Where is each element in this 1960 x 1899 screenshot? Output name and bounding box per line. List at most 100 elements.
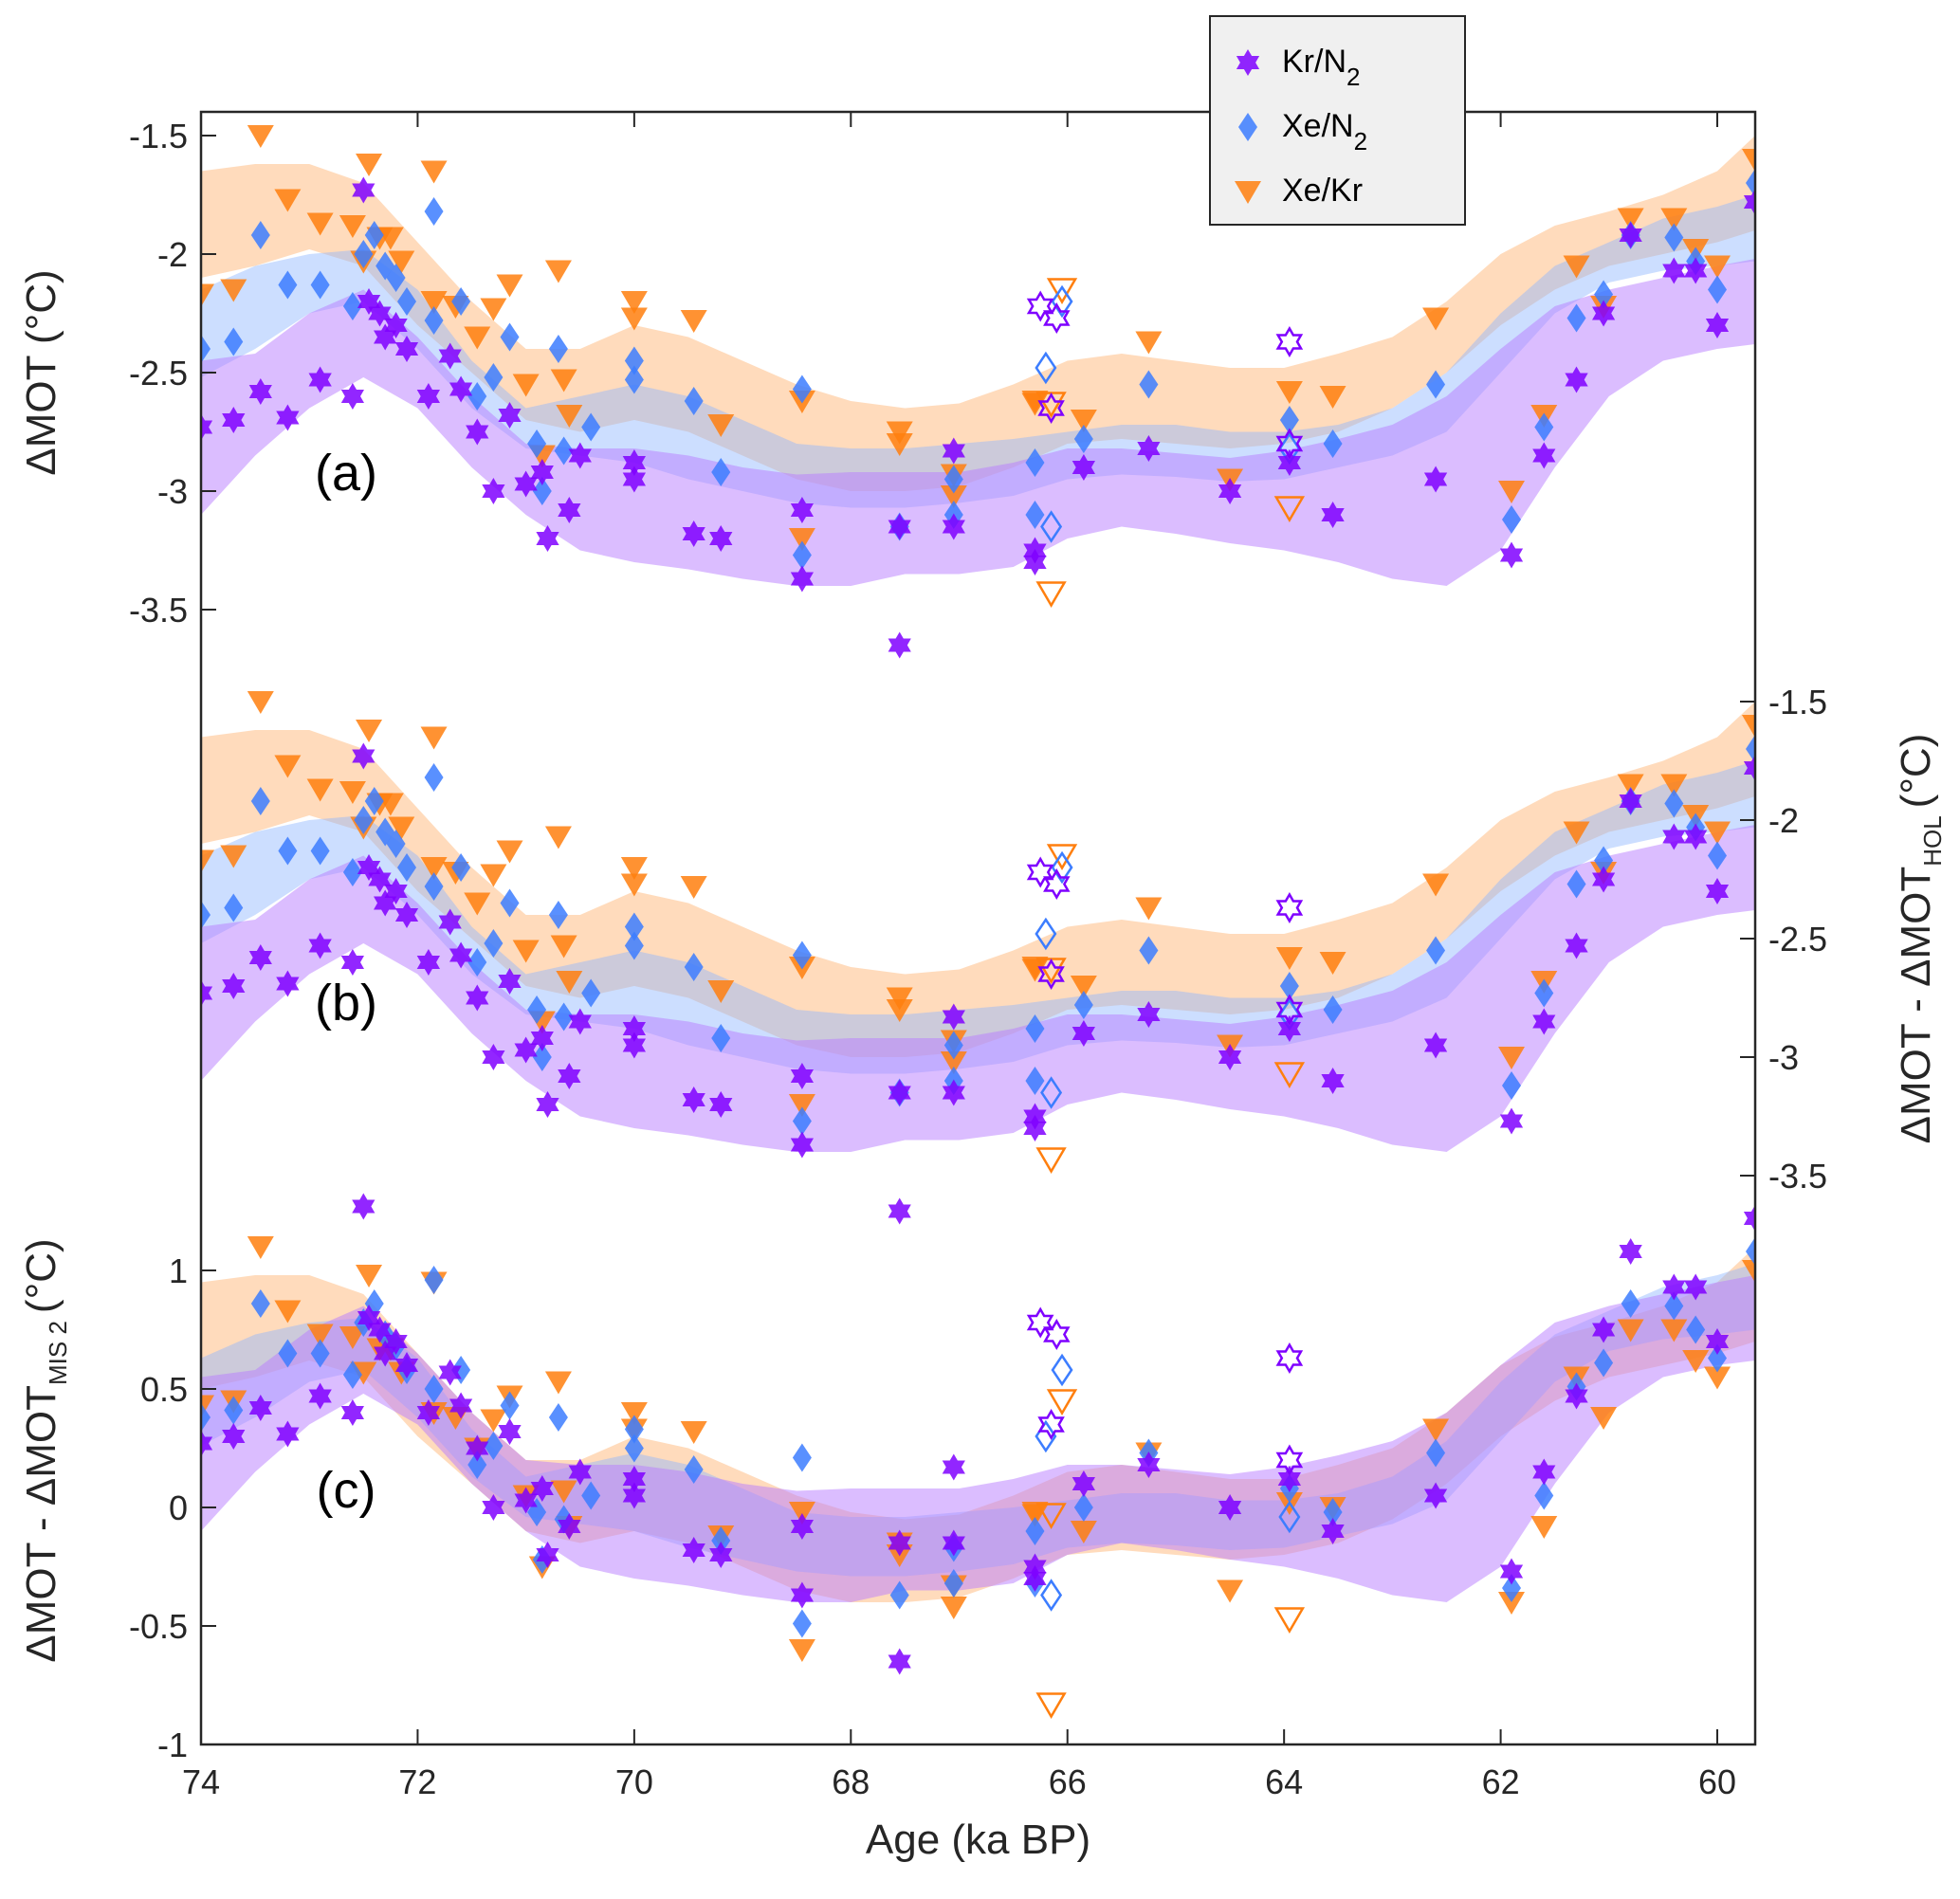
point-xe-a [1323,429,1343,458]
point-xekr-b [1617,774,1644,797]
point-xekr-c [339,1326,366,1349]
point-xe-c [1594,1348,1614,1378]
point-xe-a [424,197,444,226]
point-xe-b [451,853,471,882]
x-tick-label: 62 [1482,1762,1520,1801]
point-xe-a [1664,223,1684,252]
x-tick-label: 74 [182,1762,220,1801]
point-kr-b [558,1063,581,1089]
point-xe-a [581,412,601,442]
band-xekr-b [201,702,1755,1057]
point-xe-c [1664,1291,1684,1321]
point-xekr-a [886,421,913,445]
x-tick-label: 66 [1049,1762,1087,1801]
point-kr-a [942,437,965,465]
point-kr-a [530,459,554,485]
point-xe-c [1746,1237,1755,1266]
point-kr-c [622,1482,646,1509]
point-kr-b [942,1079,965,1106]
point-xe-b [1139,936,1159,965]
panel-c [201,1193,1755,1719]
point-kr-b [466,984,489,1012]
point-xekr-a [1742,149,1755,172]
point-kr-c [1532,1458,1556,1486]
outlier-xe-b [1040,1076,1063,1109]
point-kr-a [416,383,440,410]
point-xe-c [581,1481,601,1510]
point-kr-b [394,902,419,928]
point-xe-c [548,1403,568,1432]
outlier-kr-b [1026,856,1054,888]
point-kr-c [416,1399,440,1426]
point-xe-b [250,787,270,815]
point-kr-a [682,520,705,547]
outlier-xekr-c [1035,1503,1067,1529]
point-xe-a [278,270,298,300]
point-xe-b [467,948,487,977]
point-xe-b [1566,869,1586,899]
point-xe-b [424,763,444,792]
point-xe-b [278,836,298,866]
y-tick-label-c: -1 [157,1726,188,1764]
point-xe-a [624,365,644,394]
point-xe-a [1594,280,1614,309]
outlier-xekr-b [1273,1062,1306,1088]
point-xe-c [467,1451,487,1479]
point-xekr-b [886,987,913,1011]
point-kr-a [790,565,814,593]
point-xekr-a [220,279,247,302]
outlier-kr-c [1275,1444,1304,1476]
point-xe-a [1426,370,1446,399]
point-kr-b [438,908,462,936]
point-kr-a [790,497,814,523]
panel-label-a: (a) [315,445,377,502]
point-kr-b [622,1032,646,1059]
point-xekr-a [1319,386,1346,409]
point-kr-a [709,525,733,552]
point-xe-c [943,1569,963,1598]
point-kr-c [394,1352,419,1379]
outlier-xekr-a [1035,581,1067,608]
point-xe-b [1426,936,1446,965]
point-kr-a [340,383,364,410]
outlier-kr-b [1275,994,1304,1026]
legend-marker-xekr [1235,181,1261,204]
point-xe-a [354,240,374,268]
point-xe-a [500,322,520,352]
point-kr-b [568,1008,592,1035]
point-kr-a [622,449,646,476]
point-xekr-c [620,1402,648,1425]
point-xe-b [1323,995,1343,1024]
point-kr-c [790,1513,814,1540]
point-kr-a [1684,257,1708,284]
point-xekr-a [680,310,707,333]
point-xekr-b [220,845,247,868]
point-xe-a [1708,275,1728,304]
point-xe-c [342,1360,362,1389]
point-xekr-a [201,283,214,307]
point-xe-c [1426,1438,1446,1468]
point-kr-b [1662,823,1686,850]
point-kr-a [248,378,272,405]
y-tick-label-a: -3.5 [129,591,188,630]
point-xekr-b [1319,952,1346,975]
legend-label-xe: Xe/N2 [1282,108,1367,155]
point-kr-b [622,1015,646,1042]
point-xe-c [1025,1517,1045,1545]
point-xekr-b [512,940,540,963]
point-kr-b [790,1131,814,1159]
point-xe-c [1621,1289,1640,1318]
point-xekr-c [1498,1592,1526,1615]
point-xekr-b [480,864,507,887]
point-xekr-b [556,971,583,994]
outlier-xe-a [1035,351,1057,385]
point-xe-a [548,335,568,363]
point-kr-b [340,949,364,976]
point-xe-a [310,270,330,300]
point-kr-c [1662,1273,1686,1301]
point-kr-b [1532,1008,1556,1035]
point-xe-a [554,436,574,466]
point-kr-a [942,513,965,540]
point-kr-c [222,1423,246,1450]
point-xekr-b [247,691,274,714]
